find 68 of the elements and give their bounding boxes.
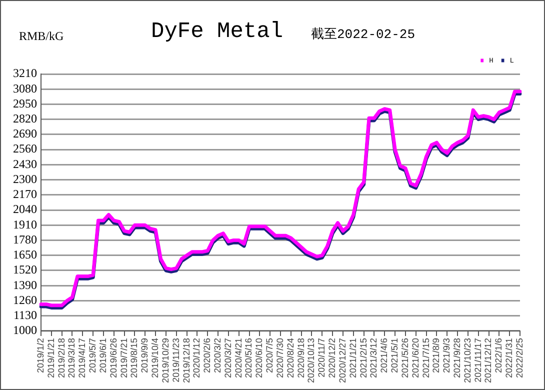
x-tick-label: 2021/4/6 — [379, 338, 390, 374]
x-tick-label: 2020/8/24 — [285, 338, 296, 378]
y-tick-label: 3080 — [13, 81, 37, 96]
y-tick-label: 2820 — [13, 112, 37, 126]
chart-title: DyFe Metal — [151, 19, 284, 44]
x-tick-label: 2021/12/12 — [483, 338, 494, 384]
x-tick-label: 2020/6/10 — [254, 338, 264, 378]
x-tick-label: 2021/9/3 — [442, 338, 452, 374]
x-tick-label: 2019/9/9 — [140, 338, 150, 374]
x-tick-label: 2022/1/31 — [504, 338, 514, 378]
x-tick-label: 2019/2/18 — [56, 338, 66, 378]
y-tick-label: 1390 — [13, 278, 37, 292]
y-tick-label: 1130 — [13, 308, 37, 322]
x-tick-label: 2022/2/25 — [514, 338, 524, 378]
x-tick-label: 2021/9/28 — [452, 338, 462, 378]
x-tick-label: 2019/4/17 — [77, 338, 88, 378]
y-tick-label: 1910 — [13, 217, 37, 232]
y-tick-label: 2560 — [13, 142, 37, 156]
x-tick-label: 2020/2/6 — [202, 338, 212, 374]
x-tick-label: 2019/7/21 — [118, 338, 129, 378]
x-tick-label: 2019/12/18 — [181, 338, 192, 384]
y-tick-label: 2170 — [13, 187, 37, 202]
x-tick-label: 2019/11/23 — [170, 338, 181, 382]
x-tick-label: 2019/1/21 — [46, 338, 56, 378]
y-tick-label: 1520 — [13, 262, 37, 277]
y-tick-label: 1000 — [13, 323, 37, 338]
x-tick-label: 2020/1/12 — [192, 338, 202, 378]
x-tick-label: 2020/11/7 — [316, 338, 327, 378]
x-tick-label: 2021/7/15 — [420, 338, 431, 378]
x-tick-label: 2020/7/5 — [264, 338, 275, 374]
x-tick-label: 2020/3/27 — [222, 338, 233, 378]
x-tick-label: 2022/1/6 — [494, 338, 504, 374]
y-tick-label: 3210 — [13, 66, 37, 80]
x-tick-label: 2021/5/26 — [400, 338, 410, 378]
x-tick-label: 2021/1/21 — [348, 338, 358, 378]
x-tick-label: 2019/5/7 — [88, 338, 98, 374]
y-tick-label: 2300 — [13, 172, 37, 186]
y-tick-label: 2430 — [13, 156, 37, 171]
x-tick-label: 2020/10/13 — [306, 338, 316, 384]
x-tick-label: 2020/12/27 — [337, 338, 348, 384]
y-tick-label: 2950 — [13, 96, 37, 110]
x-tick-label: 2021/3/12 — [368, 338, 379, 378]
x-tick-label: 2021/11/17 — [472, 338, 483, 382]
x-tick-label: 2020/7/30 — [274, 338, 285, 378]
x-tick-label: 2021/2/15 — [358, 338, 368, 378]
x-tick-label: 2020/5/16 — [244, 338, 254, 378]
x-tick-label: 2019/6/26 — [108, 338, 118, 378]
x-tick-label: 2020/3/2 — [212, 338, 223, 374]
x-tick-label: 2019/3/18 — [66, 338, 77, 378]
y-tick-label: 2040 — [13, 202, 37, 216]
x-tick-label: 2019/1/2 — [35, 338, 46, 374]
x-tick-label: 2020/12/2 — [327, 338, 338, 378]
x-tick-label: 2021/8/9 — [431, 338, 442, 374]
y-tick-label: 2690 — [13, 126, 37, 141]
x-tick-label: 2019/10/29 — [160, 338, 170, 384]
x-tick-label: 2019/6/1 — [98, 338, 108, 374]
x-tick-label: 2019/8/15 — [129, 338, 140, 378]
x-tick-label: 2021/5/1 — [390, 338, 400, 374]
y-axis-title: RMB/kG — [19, 29, 64, 44]
y-tick-label: 1260 — [13, 292, 37, 307]
chart-subtitle: 截至2022-02-25 — [311, 26, 416, 43]
y-tick-label: 1780 — [13, 232, 37, 246]
x-tick-label: 2021/6/20 — [410, 338, 420, 378]
x-tick-label: 2020/9/18 — [296, 338, 306, 378]
y-tick-label: 1650 — [13, 248, 37, 262]
x-tick-label: 2019/10/4 — [150, 338, 160, 378]
x-tick-label: 2021/10/23 — [462, 338, 472, 384]
x-tick-label: 2020/4/21 — [233, 338, 244, 378]
